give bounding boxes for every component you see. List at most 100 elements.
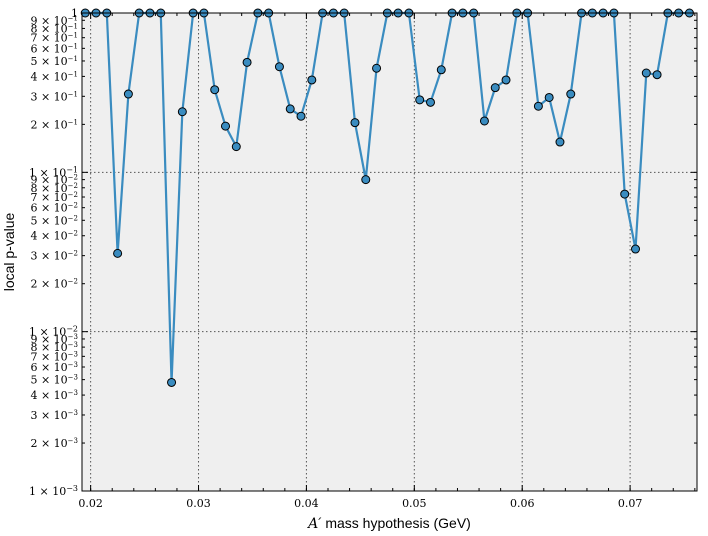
y-tick-label: 6 × 10−1 [30, 42, 78, 55]
y-tick-mantissa: 3 × 10 [30, 409, 67, 422]
data-point [285, 104, 295, 114]
axis-ticks [82, 12, 697, 492]
y-tick-label: 7 × 10−2 [30, 191, 78, 204]
x-axis-label-prime: A′ [306, 516, 322, 532]
y-tick-exponent: −2 [68, 202, 78, 210]
x-axis-label: A′ mass hypothesis (GeV) [306, 515, 471, 532]
y-tick-mantissa: 5 × 10 [30, 214, 67, 227]
y-tick-label: 2 × 10−3 [30, 437, 78, 450]
data-point [415, 95, 425, 105]
x-tick-label: 0.05 [402, 497, 427, 510]
y-tick-exponent: −2 [68, 174, 78, 182]
data-point [641, 68, 651, 78]
y-tick-mantissa: 1 × 10 [29, 166, 66, 179]
y-tick-mantissa: 1 [71, 7, 78, 20]
y-tick-labels: 1 × 10−31 × 10−21 × 10−112 × 10−33 × 10−… [29, 7, 78, 498]
data-point [490, 83, 500, 93]
y-tick-label: 5 × 10−3 [30, 374, 78, 387]
data-point [350, 118, 360, 128]
plot-frame [81, 12, 698, 492]
y-tick-exponent: −3 [68, 374, 78, 382]
y-tick-label: 4 × 10−2 [30, 230, 78, 243]
y-tick-mantissa: 9 × 10 [30, 174, 67, 187]
y-tick-exponent: −3 [68, 333, 78, 341]
data-point [307, 75, 317, 85]
y-tick-label: 9 × 10−2 [30, 174, 78, 187]
data-point [221, 121, 230, 131]
y-tick-mantissa: 8 × 10 [30, 182, 67, 195]
x-tick-label: 0.06 [510, 497, 535, 510]
y-tick-mantissa: 1 × 10 [29, 485, 66, 498]
y-tick-label: 5 × 10−2 [30, 214, 78, 227]
data-point [501, 75, 511, 85]
y-tick-label: 1 × 10−3 [29, 484, 78, 498]
data-point [242, 57, 252, 67]
y-tick-mantissa: 2 × 10 [30, 118, 67, 131]
data-point [426, 97, 435, 107]
y-tick-exponent: −1 [66, 165, 78, 174]
y-tick-mantissa: 3 × 10 [30, 90, 67, 103]
y-tick-mantissa: 4 × 10 [30, 230, 67, 243]
data-point [631, 244, 640, 254]
data-point [123, 89, 133, 99]
y-tick-label: 7 × 10−1 [30, 32, 78, 45]
y-tick-mantissa: 4 × 10 [30, 70, 67, 83]
y-axis-label: local p-value [1, 212, 17, 291]
data-point [231, 142, 241, 152]
y-tick-mantissa: 6 × 10 [30, 361, 67, 374]
plot-area [82, 13, 697, 491]
data-point [274, 62, 284, 72]
x-tick-label: 0.04 [294, 497, 319, 510]
y-tick-mantissa: 1 × 10 [29, 326, 66, 339]
y-tick-mantissa: 6 × 10 [30, 202, 67, 215]
y-tick-mantissa: 2 × 10 [30, 278, 67, 291]
x-tick-label: 0.02 [78, 497, 103, 510]
data-point [361, 175, 371, 185]
y-tick-label: 3 × 10−2 [30, 250, 78, 263]
data-point [479, 116, 489, 126]
y-tick-mantissa: 8 × 10 [30, 22, 67, 35]
y-tick-exponent: −1 [68, 118, 78, 126]
y-tick-mantissa: 3 × 10 [30, 250, 67, 263]
data-point [436, 65, 446, 75]
y-tick-mantissa: 4 × 10 [30, 389, 67, 402]
y-tick-mantissa: 7 × 10 [30, 32, 67, 45]
y-tick-label: 6 × 10−2 [30, 202, 78, 215]
data-point [620, 189, 630, 199]
y-tick-exponent: −2 [68, 182, 78, 190]
y-tick-exponent: −2 [68, 278, 78, 286]
y-tick-exponent: −1 [68, 70, 78, 78]
x-tick-label: 0.03 [186, 497, 211, 510]
y-tick-exponent: −3 [68, 361, 78, 369]
x-axis-label-text: mass hypothesis (GeV) [321, 515, 470, 531]
y-tick-label: 6 × 10−3 [30, 361, 78, 374]
y-tick-exponent: −3 [68, 389, 78, 397]
y-tick-label: 8 × 10−3 [30, 341, 78, 354]
y-tick-label: 4 × 10−1 [30, 70, 78, 83]
y-tick-mantissa: 9 × 10 [30, 14, 67, 27]
y-tick-mantissa: 5 × 10 [30, 374, 67, 387]
y-tick-exponent: −1 [68, 90, 78, 98]
y-tick-exponent: −3 [68, 437, 78, 445]
data-point [210, 85, 220, 95]
y-tick-exponent: −2 [66, 325, 78, 334]
y-tick-exponent: −1 [68, 22, 78, 30]
y-tick-label: 3 × 10−3 [30, 409, 78, 422]
y-tick-label: 9 × 10−3 [30, 333, 78, 346]
y-tick-mantissa: 7 × 10 [30, 350, 67, 363]
data-point [566, 89, 576, 99]
data-point [544, 92, 554, 102]
x-tick-labels: 0.02 0.03 0.04 0.05 0.06 0.07 [78, 497, 642, 510]
y-tick-exponent: −2 [68, 230, 78, 238]
data-point [113, 248, 123, 258]
data-point [555, 137, 565, 147]
y-tick-label: 1 × 10−2 [29, 325, 78, 339]
y-tick-label: 4 × 10−3 [30, 389, 78, 402]
y-tick-label: 2 × 10−1 [30, 118, 78, 131]
data-point [533, 101, 543, 111]
x-tick-label: 0.07 [618, 497, 643, 510]
y-tick-label: 3 × 10−1 [30, 90, 78, 103]
data-point [177, 107, 187, 117]
y-tick-label: 8 × 10−1 [30, 22, 78, 35]
